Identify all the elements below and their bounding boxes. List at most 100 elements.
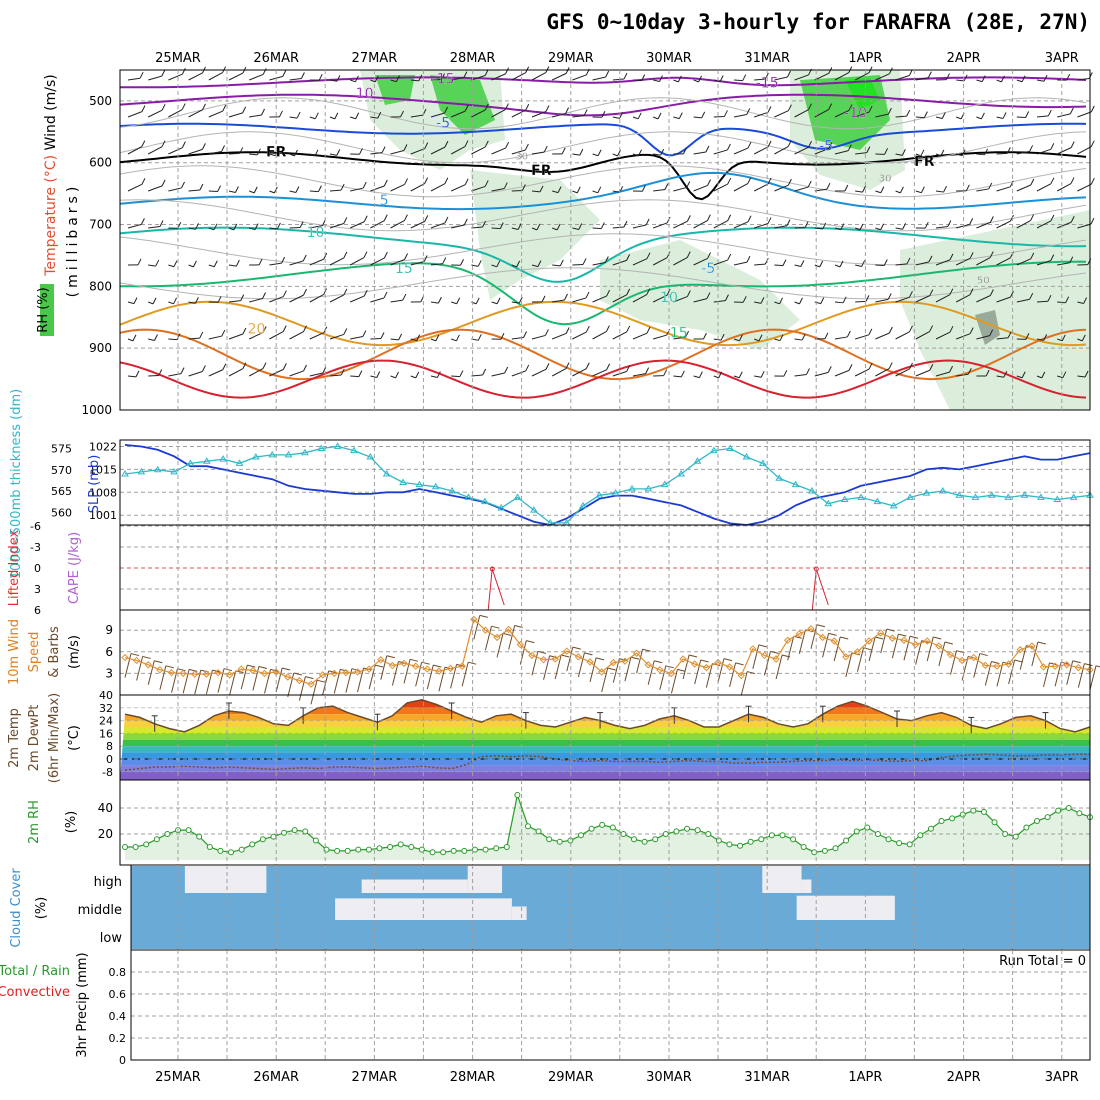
wind-barb	[410, 177, 429, 192]
pressure-tick-label: 500	[89, 94, 112, 108]
wind-barb	[673, 251, 691, 266]
wind-barb	[491, 141, 510, 155]
cloud-units-label: (%)	[34, 897, 49, 920]
wind-barb	[252, 666, 268, 691]
wind-barb	[228, 327, 247, 340]
date-label-top: 29MAR	[548, 51, 594, 66]
wind-barb	[855, 105, 873, 118]
rh-marker	[906, 841, 913, 848]
wind-speed-marker	[493, 633, 501, 642]
thickness-marker	[333, 442, 342, 449]
wind-barb	[370, 332, 385, 340]
wind-barb	[673, 75, 682, 83]
isotherm-line	[119, 300, 1087, 347]
thickness-marker	[415, 480, 424, 488]
wind-barb	[753, 177, 772, 192]
date-label-top: 27MAR	[352, 51, 398, 66]
slp-line	[124, 444, 1091, 526]
wind-speed-marker	[586, 658, 594, 666]
rh-marker	[196, 833, 203, 840]
wind-barb	[228, 106, 247, 118]
wind-barb	[693, 75, 703, 83]
wind-barb	[390, 110, 404, 118]
wind-barb	[531, 145, 548, 155]
li-tick-label: 3	[34, 583, 41, 596]
wind-barb	[895, 291, 913, 303]
wind-barb	[774, 104, 792, 118]
date-label-bottom: 29MAR	[548, 1070, 594, 1085]
wind-speed-marker	[818, 633, 827, 642]
thickness-marker	[235, 459, 244, 466]
wind-barb	[552, 259, 564, 267]
temperature-band	[120, 765, 1090, 772]
wind-barb	[996, 147, 1011, 155]
wind-speed-marker	[504, 625, 513, 634]
wind-barb	[451, 259, 464, 266]
wind-barb	[451, 218, 468, 229]
wind-barb	[612, 112, 624, 119]
wind-speed-marker	[807, 625, 815, 633]
thickness-marker	[366, 453, 375, 460]
wind-barb	[624, 656, 640, 682]
rh-marker	[397, 841, 404, 848]
wind-speed-marker	[144, 661, 152, 669]
wind-barb	[572, 223, 583, 230]
wind-barb	[551, 67, 570, 81]
wind-barb	[895, 223, 907, 230]
wind-barb	[673, 181, 691, 192]
thickness-marker	[1004, 493, 1013, 500]
rh-marker	[1044, 814, 1051, 821]
wind-barb	[915, 289, 934, 303]
wind-speed-marker	[284, 673, 292, 681]
thickness-marker	[775, 474, 784, 481]
li-tick-label: -3	[30, 541, 41, 554]
wind-barb	[496, 632, 512, 658]
rh-contour	[119, 267, 1087, 300]
wind-barb	[713, 371, 723, 379]
wind-barb	[491, 182, 508, 192]
wind-barb	[298, 676, 314, 701]
wind-barb	[814, 260, 824, 268]
wind-barb	[754, 106, 772, 118]
wind-barb	[915, 71, 932, 81]
wind-barb	[956, 368, 972, 377]
wind-barb	[370, 146, 386, 155]
wind-barb	[450, 178, 469, 192]
wind-barb	[289, 325, 307, 340]
wind-barb	[168, 181, 185, 192]
rh-marker	[429, 849, 436, 856]
temp-units-label: (°C)	[67, 725, 82, 751]
thickness-marker	[121, 470, 129, 477]
wind-barb	[1077, 105, 1095, 118]
date-label-bottom: 26MAR	[253, 1070, 299, 1085]
wind-barb	[673, 370, 685, 378]
wind-barb	[682, 654, 698, 680]
wind-barb	[572, 258, 587, 266]
thickness-marker	[350, 446, 358, 454]
rh-marker	[577, 832, 584, 839]
rh-marker	[991, 819, 998, 826]
wind-barb	[774, 259, 787, 267]
wind-barb	[973, 653, 988, 678]
wind-barb	[814, 222, 827, 230]
temperature-tick-label: 16	[99, 727, 113, 740]
wind-barb	[349, 251, 368, 266]
cloud-block	[361, 879, 468, 893]
isotherm-label: 10	[356, 86, 374, 102]
wind-barb	[855, 185, 866, 193]
wind-speed-marker	[249, 666, 257, 675]
rh-legend-label: RH (%)	[36, 287, 51, 332]
wind-barb	[350, 370, 363, 378]
rh-marker	[970, 807, 977, 814]
rh-marker	[843, 837, 850, 844]
wind-barb	[289, 221, 304, 229]
date-label-bottom: 28MAR	[450, 1070, 496, 1085]
cape-plot: -6 -3 0 3 6	[30, 520, 1090, 617]
temperature-band	[120, 727, 1090, 734]
cloud-block	[467, 866, 503, 893]
rh-marker	[503, 844, 510, 850]
wind-speed-marker	[365, 665, 373, 673]
wind-speed-marker	[656, 666, 664, 674]
isotherm-line	[119, 93, 1087, 117]
rh-marker	[959, 811, 966, 818]
